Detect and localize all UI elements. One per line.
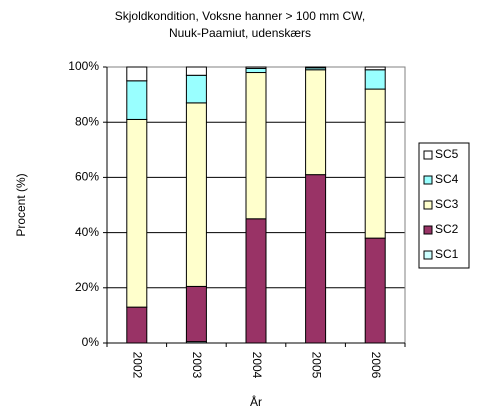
legend-swatch	[423, 250, 433, 260]
legend-swatch	[423, 175, 433, 185]
legend-swatch	[423, 150, 433, 160]
bar-segment	[185, 66, 207, 76]
bar-segment	[126, 118, 148, 308]
bar-segment	[364, 69, 386, 90]
y-tick-label: 0%	[82, 335, 100, 349]
bar-segment	[245, 218, 267, 344]
bar-segment	[245, 72, 267, 220]
legend-label: SC1	[435, 247, 459, 261]
y-tick-label: 100%	[68, 59, 99, 73]
legend-label: SC3	[435, 197, 459, 211]
x-tick-label: 2006	[369, 352, 383, 379]
bar-segment	[305, 66, 327, 69]
bar-segment	[364, 66, 386, 71]
bar-segment	[364, 88, 386, 239]
y-tick-label: 80%	[75, 114, 99, 128]
bar-segment	[185, 74, 207, 104]
chart-title: Skjoldkondition, Voksne hanner > 100 mm …	[115, 9, 365, 23]
x-tick-label: 2005	[309, 352, 323, 379]
bar-segment	[126, 66, 148, 82]
y-tick-label: 20%	[75, 280, 99, 294]
chart-title: Nuuk-Paamiut, udenskærs	[169, 26, 311, 40]
bar-segment	[126, 306, 148, 344]
x-axis-label: År	[250, 394, 262, 409]
y-tick-label: 60%	[75, 170, 99, 184]
bar-segment	[245, 66, 267, 69]
y-axis-label: Procent (%)	[14, 173, 28, 236]
x-tick-label: 2004	[250, 352, 264, 379]
legend-label: SC4	[435, 172, 459, 186]
bar-segment	[305, 69, 327, 176]
bar-segment	[305, 174, 327, 344]
bar-segment	[126, 80, 148, 120]
y-tick-label: 40%	[75, 225, 99, 239]
legend-label: SC2	[435, 222, 459, 236]
bar-segment	[364, 237, 386, 344]
x-tick-label: 2003	[190, 352, 204, 379]
x-tick-label: 2002	[131, 352, 145, 379]
legend-swatch	[423, 200, 433, 210]
bar-segment	[245, 67, 267, 74]
bar-segment	[185, 285, 207, 343]
legend-swatch	[423, 225, 433, 235]
bar-segment	[185, 102, 207, 287]
legend-label: SC5	[435, 147, 459, 161]
